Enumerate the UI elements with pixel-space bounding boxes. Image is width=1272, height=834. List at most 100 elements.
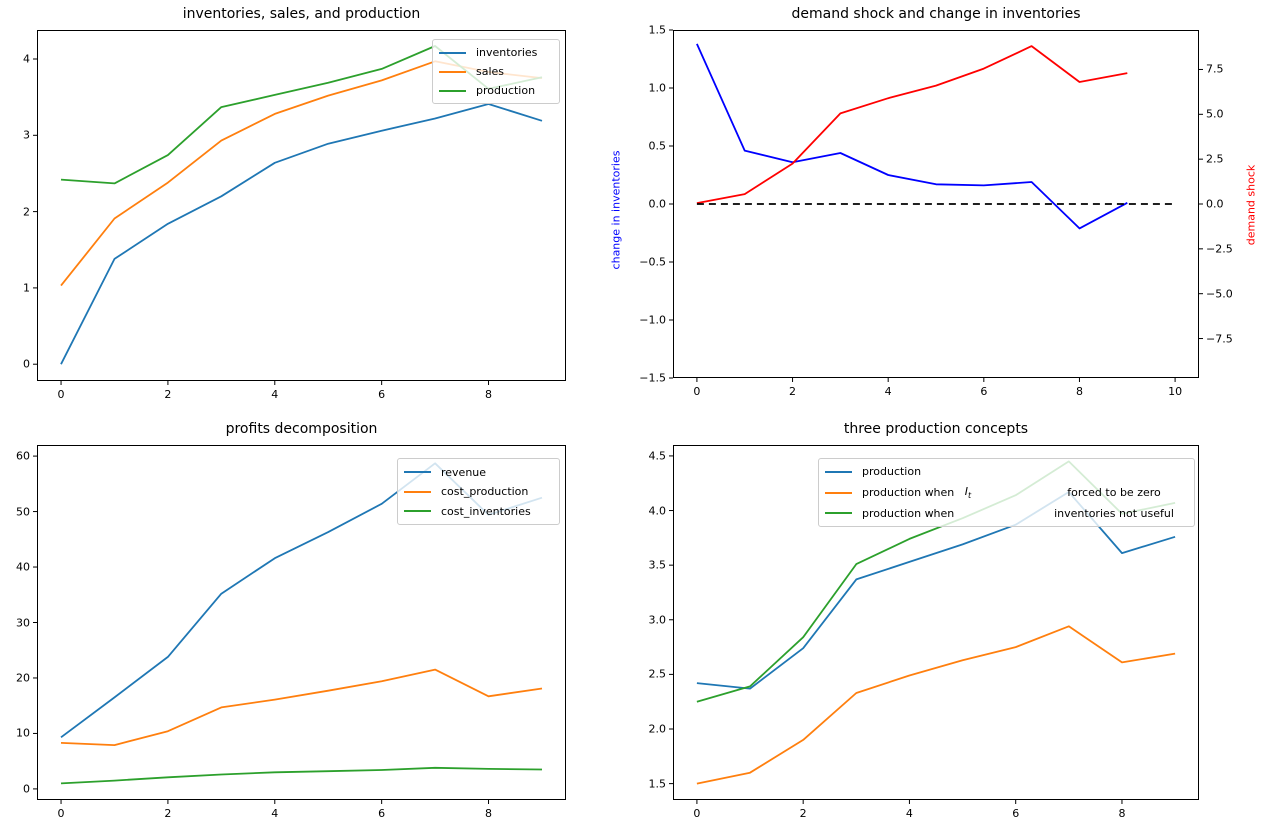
legend-profits-decomposition: revenue cost_production cost_inventories [397,458,560,525]
legend-inventories-sales-production: inventories sales production [432,39,560,104]
legend-item-cost-inventories: cost_inventories [398,505,559,518]
y-tick-right-label: 2.5 [1206,152,1224,166]
axes-frame-profits-decomposition [37,445,566,800]
x-tick-label: 4 [905,807,913,820]
y-tick-label: 3.5 [648,558,667,572]
legend-label: cost_inventories [441,504,531,518]
x-tick-label: 6 [378,388,386,401]
x-tick-label: 2 [799,807,807,820]
x-tick-label: 0 [57,388,65,401]
legend-item-production-when-forced-to-be-zero: production when It forced to be zero [819,485,1194,500]
x-tick-label: 0 [57,807,65,820]
legend-label: production when [862,486,958,499]
x-tick-label: 8 [485,807,493,820]
axes-frame-inventories-sales-production [37,30,566,381]
x-tick-label: 0 [693,385,701,398]
y-tick-label: −1.5 [639,371,666,385]
legend-line-swatch [439,70,466,73]
y-tick-label: 30 [16,616,30,629]
series-inventories [60,103,543,365]
x-tick-label: 2 [164,807,172,820]
y-tick-label: 4.5 [648,449,667,463]
legend-item-inventories: inventories [433,46,559,59]
legend-line-swatch [825,491,852,494]
legend-label-part2: inventories not useful [1054,506,1174,520]
series-production-when-it-forced-to-be-zero [696,625,1176,785]
x-tick-label: 6 [378,807,386,820]
legend-label: inventories [476,46,538,59]
legend-line-swatch [439,89,466,92]
y-tick-right-label: 5.0 [1206,107,1224,121]
y-tick-right-label: 0.0 [1206,197,1224,211]
x-tick-label: 4 [884,385,892,398]
legend-line-swatch [825,512,852,515]
y-tick-label: 3.0 [648,613,667,627]
y-tick-right-label: −5.0 [1206,287,1233,301]
y-tick-label: 0.5 [648,139,667,153]
legend-line-swatch [404,471,431,473]
y-tick-label: 0.0 [648,197,667,211]
y-tick-label: 1.5 [648,777,667,791]
legend-label: sales [476,65,505,78]
series-cost-production [60,668,543,746]
y-tick-right-label: −7.5 [1206,332,1233,346]
legend-item-production: production [433,84,559,97]
chart-title-profits-decomposition: profits decomposition [225,421,378,437]
x-tick-label: 4 [271,807,279,820]
axes-frame-three-production-concepts [673,445,1199,800]
y-tick-label: 50 [16,505,30,519]
x-tick-label: 6 [980,385,988,398]
y-axis-label-change-in-inventories: change in inventories [609,150,623,270]
legend-label: revenue [441,465,487,479]
legend-label: production [476,84,536,97]
legend-line-swatch [404,510,431,512]
legend-label: production when [862,506,955,520]
x-tick-label: 8 [485,388,493,401]
y-tick-label: 0 [23,357,30,371]
y-tick-label: 2 [23,205,30,219]
y-tick-label: 60 [16,449,30,463]
y-tick-right-label: −2.5 [1206,242,1233,256]
y-tick-label: −1.0 [639,313,666,327]
x-tick-label: 10 [1168,385,1183,398]
y-tick-label: 1.5 [648,23,667,37]
y-tick-label: 4 [23,52,30,66]
y-tick-label: 1.0 [648,81,667,95]
y-tick-right-label: 7.5 [1206,62,1224,76]
legend-item-cost-production: cost_production [398,485,559,498]
y-tick-label: 2.0 [648,722,667,736]
chart-title-demand-shock: demand shock and change in inventories [791,6,1081,22]
y-tick-label: 10 [16,726,30,740]
x-tick-label: 4 [271,388,279,401]
x-tick-label: 8 [1075,385,1083,398]
y-tick-label: 2.5 [648,667,667,681]
x-tick-label: 8 [1118,807,1126,820]
legend-line-swatch [404,490,431,493]
x-tick-label: 0 [693,807,701,820]
y-tick-label: 0 [23,782,30,796]
chart-title-inventories-sales-production: inventories, sales, and production [182,6,421,22]
legend-math-symbol: It [964,484,972,501]
series-cost-inventories [60,766,543,785]
y-tick-label: 40 [16,560,30,574]
legend-label-part2: forced to be zero [1067,486,1161,499]
legend-three-production-concepts: production production when It forced to be… [818,458,1195,527]
legend-label: cost_production [441,485,529,498]
legend-line-swatch [825,470,852,473]
legend-item-sales: sales [433,65,559,78]
chart-title-three-production-concepts: three production concepts [843,421,1029,437]
y-tick-label: 4.0 [648,504,667,518]
x-tick-label: 2 [164,388,172,401]
series-change-in-inventories [696,43,1128,230]
legend-label: production [862,465,922,479]
x-tick-label: 6 [1012,807,1020,820]
x-tick-label: 2 [789,385,797,398]
legend-line-swatch [439,51,466,54]
y-tick-label: 1 [23,281,30,295]
legend-item-production-wheninventories-not-useful: production when inventories not useful [819,507,1194,520]
y-tick-label: 20 [16,671,30,685]
y-tick-label: 3 [23,128,30,142]
legend-item-revenue: revenue [398,466,559,479]
